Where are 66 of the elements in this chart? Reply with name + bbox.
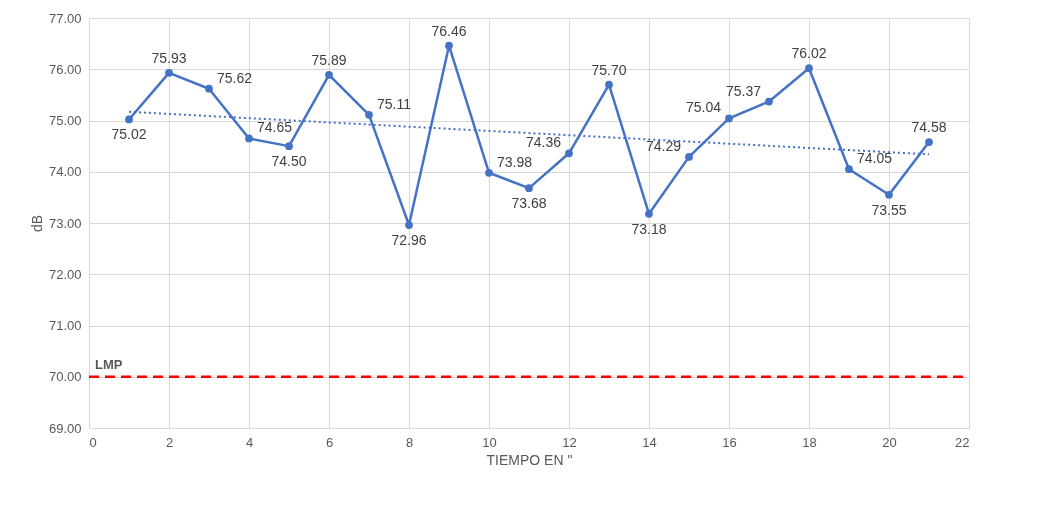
x-tick-label: 20 (882, 434, 897, 450)
point (685, 153, 693, 161)
point (405, 221, 413, 229)
data-label: 75.02 (111, 126, 147, 143)
ref-line-label: LMP (95, 356, 123, 372)
point (805, 64, 813, 73)
x-tick-label: 14 (642, 434, 657, 450)
x-tick-label: 6 (325, 434, 334, 450)
y-tick-label: 75.00 (48, 113, 82, 128)
x-tick-label: 8 (405, 434, 414, 450)
point (445, 41, 453, 50)
y-tick-label: 71.00 (48, 318, 82, 333)
x-tick-label: 16 (722, 434, 737, 450)
data-label: 73.18 (631, 220, 667, 237)
x-tick-label: 18 (802, 434, 817, 450)
point (325, 71, 333, 79)
point (765, 97, 773, 106)
data-label: 74.29 (645, 137, 682, 154)
point (485, 168, 493, 177)
point (925, 138, 933, 146)
y-tick-label: 69.00 (48, 420, 82, 436)
y-tick-label: 73.00 (48, 215, 82, 231)
data-label: 76.46 (431, 22, 467, 39)
data-label: 74.58 (911, 119, 947, 136)
x-tick-label: 2 (165, 434, 174, 450)
data-label: 76.02 (791, 45, 827, 62)
data-label: 72.96 (391, 232, 427, 249)
point (165, 68, 173, 77)
point (205, 84, 213, 93)
data-label: 74.05 (857, 150, 893, 167)
point (245, 134, 253, 143)
point (605, 80, 613, 89)
point (125, 115, 133, 124)
data-label: 75.37 (725, 82, 762, 99)
data-label: 73.98 (497, 153, 533, 170)
point (525, 184, 533, 193)
data-label: 73.55 (871, 201, 907, 218)
point (645, 209, 653, 218)
data-label: 75.04 (685, 99, 722, 116)
y-tick-label: 76.00 (48, 61, 82, 77)
data-label: 74.50 (271, 153, 307, 170)
x-tick-label: 0 (89, 434, 97, 450)
y-tick-label: 70.00 (48, 369, 82, 385)
data-label: 75.93 (151, 49, 187, 66)
y-tick-label: 77.00 (48, 10, 82, 26)
point (565, 149, 573, 158)
data-label: 73.68 (511, 195, 547, 212)
y-tick-label: 74.00 (48, 164, 82, 180)
data-label: 75.70 (591, 61, 627, 78)
point (885, 190, 893, 199)
data-label: 75.89 (311, 51, 347, 68)
data-label: 74.65 (257, 119, 293, 136)
x-tick-label: 4 (245, 434, 254, 450)
y-axis-title: dB (28, 214, 45, 233)
x-tick-label: 12 (562, 434, 577, 450)
data-label: 75.11 (377, 95, 412, 112)
x-tick-label: 10 (482, 434, 497, 450)
point (845, 165, 853, 174)
x-tick-label: 22 (955, 434, 970, 450)
point (285, 142, 293, 150)
point (725, 114, 733, 123)
point (365, 111, 373, 119)
y-tick-label: 72.00 (48, 266, 82, 282)
data-label: 74.36 (525, 134, 562, 151)
data-label: 75.62 (217, 69, 253, 86)
x-axis-title: TIEMPO EN " (486, 451, 573, 468)
